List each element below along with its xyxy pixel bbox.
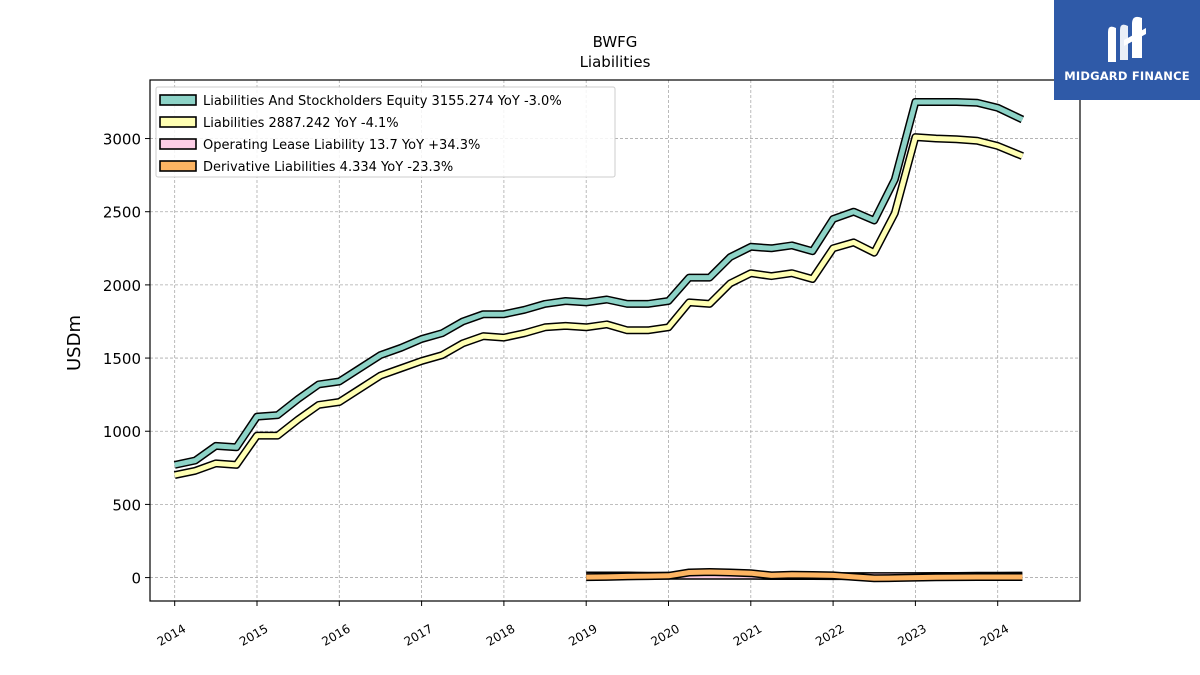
legend-label-operating-lease-liability: Operating Lease Liability 13.7 YoY +34.3…	[203, 138, 480, 153]
midgard-logo-icon	[1108, 16, 1146, 63]
series-line-liabilities	[174, 134, 1024, 478]
legend-box	[155, 86, 616, 178]
series-line-derivative-liabilities	[586, 569, 1023, 581]
y-tick-label: 1000	[103, 423, 141, 441]
legend-swatch-liabilities-and-stockholders-equity	[159, 94, 197, 106]
x-tick-label: 2020	[649, 621, 682, 648]
plot-frame	[149, 79, 1081, 602]
x-tick-label: 2018	[484, 621, 517, 648]
x-tick-label: 2015	[237, 621, 270, 648]
legend-label-derivative-liabilities: Derivative Liabilities 4.334 YoY -23.3%	[203, 160, 453, 175]
x-tick-label: 2024	[978, 621, 1011, 648]
y-axis-label: USDm	[64, 315, 85, 371]
x-tick-label: 2021	[731, 621, 764, 648]
logo-text: MIDGARD FINANCE	[1064, 69, 1190, 83]
legend: Liabilities And Stockholders Equity 3155…	[155, 86, 616, 178]
series-outline-liabilities	[173, 133, 1024, 480]
series-line-liabilities-and-stockholders-equity	[174, 99, 1024, 468]
x-tick-label: 2023	[895, 621, 928, 648]
legend-label-liabilities-and-stockholders-equity: Liabilities And Stockholders Equity 3155…	[203, 94, 562, 109]
x-tick-label: 2014	[155, 621, 188, 648]
x-tick-label: 2022	[813, 621, 846, 648]
y-tick-label: 3000	[103, 131, 141, 149]
legend-swatch-liabilities	[159, 116, 197, 128]
series-layer	[173, 98, 1025, 583]
x-tick-label: 2019	[566, 621, 599, 648]
x-tick-label: 2017	[402, 621, 435, 648]
x-tick-label: 2016	[319, 621, 352, 648]
legend-label-liabilities: Liabilities 2887.242 YoY -4.1%	[203, 116, 399, 131]
chart-subtitle: Liabilities	[580, 53, 651, 71]
chart-title: BWFG	[593, 33, 638, 51]
y-tick-label: 2000	[103, 277, 141, 295]
y-tick-label: 1500	[103, 350, 141, 368]
y-tick-label: 0	[131, 570, 141, 588]
y-tick-label: 2500	[103, 204, 141, 222]
y-axis: 0 500 1000 1500 2000 2500 3000	[103, 131, 150, 588]
y-tick-label: 500	[112, 496, 141, 514]
legend-swatch-operating-lease-liability	[159, 138, 197, 150]
x-axis: 2014 2015 2016 2017 2018 2019 2020 2021 2022 2023…	[155, 601, 1011, 649]
midgard-finance-logo: MIDGARD FINANCE	[1054, 0, 1200, 100]
legend-swatch-derivative-liabilities	[159, 160, 197, 172]
